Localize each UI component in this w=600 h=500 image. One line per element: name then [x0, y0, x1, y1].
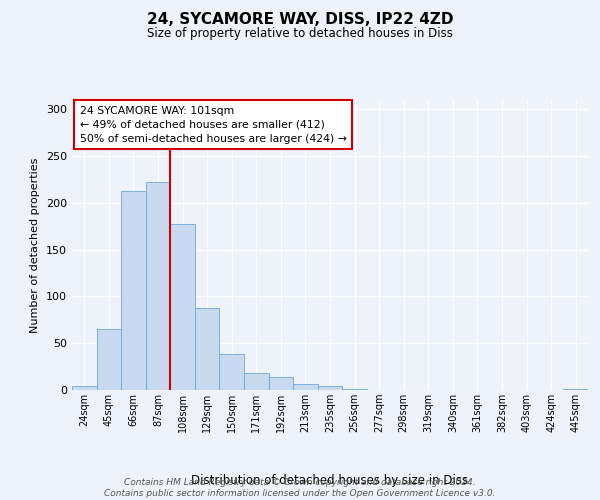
Y-axis label: Number of detached properties: Number of detached properties	[31, 158, 40, 332]
Bar	[342, 389, 367, 390]
Bar	[146, 182, 170, 390]
Bar	[318, 386, 342, 390]
Bar	[97, 329, 121, 390]
Bar	[244, 373, 269, 390]
Bar	[563, 389, 588, 390]
Bar	[170, 224, 195, 390]
Bar	[269, 377, 293, 390]
Text: Contains HM Land Registry data © Crown copyright and database right 2024.
Contai: Contains HM Land Registry data © Crown c…	[104, 478, 496, 498]
Text: 24 SYCAMORE WAY: 101sqm
← 49% of detached houses are smaller (412)
50% of semi-d: 24 SYCAMORE WAY: 101sqm ← 49% of detache…	[80, 106, 347, 144]
Bar	[220, 354, 244, 390]
Bar	[121, 190, 146, 390]
Bar	[195, 308, 220, 390]
Text: Size of property relative to detached houses in Diss: Size of property relative to detached ho…	[147, 28, 453, 40]
X-axis label: Distribution of detached houses by size in Diss: Distribution of detached houses by size …	[191, 474, 469, 487]
Bar	[72, 386, 97, 390]
Text: 24, SYCAMORE WAY, DISS, IP22 4ZD: 24, SYCAMORE WAY, DISS, IP22 4ZD	[147, 12, 453, 28]
Bar	[293, 384, 318, 390]
